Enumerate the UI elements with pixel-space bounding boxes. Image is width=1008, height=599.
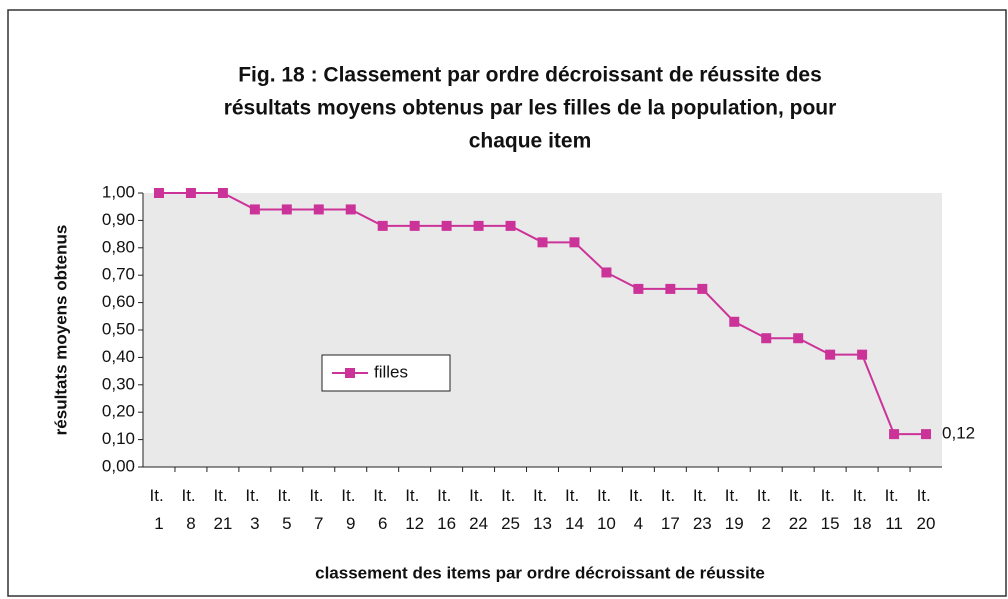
y-tick-label: 0,30 — [102, 374, 135, 393]
chart-title: résultats moyens obtenus par les filles … — [224, 97, 837, 120]
chart-title: Fig. 18 : Classement par ordre décroissa… — [238, 64, 822, 87]
data-point — [537, 237, 548, 248]
y-tick-label: 0,00 — [102, 456, 135, 475]
plot-area — [143, 193, 942, 467]
data-point — [601, 267, 612, 278]
x-tick-label: It. 22 — [789, 486, 808, 533]
data-point — [793, 333, 804, 344]
data-point — [153, 188, 164, 198]
chart-title: chaque item — [469, 130, 592, 153]
x-tick-label: It. 7 — [309, 486, 328, 533]
x-axis-title: classement des items par ordre décroissa… — [315, 563, 765, 582]
x-tick-label: It. 12 — [405, 486, 424, 533]
data-point — [249, 204, 260, 215]
y-tick-label: 0,70 — [102, 265, 135, 284]
x-tick-label: It. 1 — [150, 486, 169, 533]
x-tick-label: It. 8 — [181, 486, 200, 533]
x-tick-label: It. 17 — [661, 486, 680, 533]
x-tick-label: It. 23 — [693, 486, 712, 533]
y-tick-label: 0,80 — [102, 237, 135, 256]
y-tick-label: 0,20 — [102, 402, 135, 421]
x-tick-label: It. 16 — [437, 486, 456, 533]
data-point — [697, 283, 708, 294]
x-tick-label: It. 11 — [885, 486, 904, 533]
y-axis-title: résultats moyens obtenus — [51, 225, 70, 436]
legend-label: filles — [374, 362, 408, 381]
data-point — [505, 220, 516, 231]
y-tick-label: 1,00 — [102, 182, 135, 201]
data-point — [729, 316, 740, 327]
x-tick-label: It. 13 — [533, 486, 552, 533]
x-tick-label: It. 3 — [245, 486, 264, 533]
x-tick-label: It. 4 — [629, 486, 648, 533]
x-tick-label: It. 15 — [821, 486, 840, 533]
data-point — [409, 220, 420, 231]
data-point — [569, 237, 580, 248]
x-tick-label: It. 6 — [373, 486, 392, 533]
data-point — [345, 204, 356, 215]
data-point — [825, 349, 836, 360]
x-tick-label: It. 14 — [565, 486, 584, 533]
y-tick-label: 0,10 — [102, 429, 135, 448]
data-point — [761, 333, 772, 344]
x-tick-label: It. 2 — [757, 486, 776, 533]
data-point — [377, 220, 388, 231]
x-tick-label: It. 5 — [277, 486, 296, 533]
x-tick-label: It. 20 — [917, 486, 936, 533]
x-tick-label: It. 19 — [725, 486, 744, 533]
data-point — [185, 188, 196, 198]
x-tick-label: It. 9 — [341, 486, 360, 533]
data-label: 0,12 — [942, 424, 975, 443]
data-point — [473, 220, 484, 231]
y-tick-label: 0,50 — [102, 319, 135, 338]
x-tick-label: It. 25 — [501, 486, 520, 533]
x-tick-label: It. 18 — [853, 486, 872, 533]
x-tick-label: It. 24 — [469, 486, 488, 533]
y-tick-label: 0,60 — [102, 292, 135, 311]
data-point — [921, 429, 932, 440]
legend-marker — [345, 368, 355, 378]
y-tick-label: 0,90 — [102, 210, 135, 229]
data-point — [281, 204, 292, 215]
data-point — [857, 349, 868, 360]
data-point — [665, 283, 676, 294]
data-point — [441, 220, 452, 231]
data-point — [889, 429, 900, 440]
data-point — [633, 283, 644, 294]
x-tick-label: It. 21 — [213, 486, 232, 533]
x-tick-label: It. 10 — [597, 486, 616, 533]
data-point — [313, 204, 324, 215]
y-tick-label: 0,40 — [102, 347, 135, 366]
data-point — [217, 188, 228, 198]
